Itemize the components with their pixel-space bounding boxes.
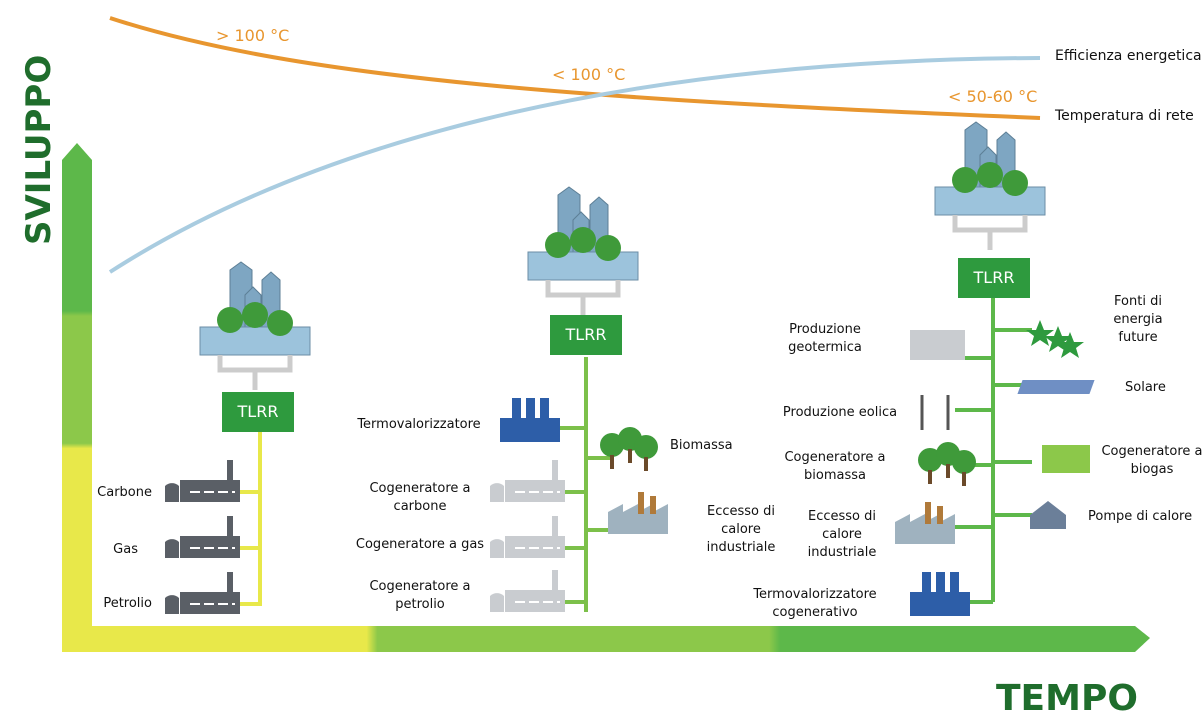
source-label: Petrolio xyxy=(80,595,152,613)
houses xyxy=(935,187,1045,215)
tree xyxy=(545,232,571,258)
hub: TLRR xyxy=(958,258,1030,298)
chimney xyxy=(552,570,558,592)
x-axis-arrow xyxy=(62,626,1150,652)
solar xyxy=(1017,380,1094,394)
chimney xyxy=(227,516,233,538)
tree xyxy=(1002,170,1028,196)
tree xyxy=(634,435,658,459)
chimney xyxy=(937,506,943,524)
tree xyxy=(595,235,621,261)
houses xyxy=(200,327,310,355)
chimney xyxy=(512,398,521,420)
curve-label: Efficienza energetica xyxy=(1055,47,1202,65)
tree xyxy=(570,227,596,253)
incinerator xyxy=(500,418,560,442)
tank xyxy=(490,483,504,502)
biogas xyxy=(1042,445,1090,473)
tank xyxy=(165,539,179,558)
chimney xyxy=(925,502,931,524)
tree xyxy=(267,310,293,336)
hub: TLRR xyxy=(550,315,622,355)
source-label: Carbone xyxy=(80,484,152,502)
y-axis-arrow xyxy=(62,143,92,652)
tree xyxy=(977,162,1003,188)
source-label: Termovalorizzatore xyxy=(352,416,486,434)
pipes xyxy=(220,355,290,390)
source-label: Cogeneratore a gas xyxy=(352,536,488,554)
source-label: Cogeneratore a biogas xyxy=(1100,443,1204,479)
chimney xyxy=(922,572,931,594)
source-label: Cogeneratore a carbone xyxy=(360,480,480,516)
tank xyxy=(490,539,504,558)
temperature-label: < 100 °C xyxy=(552,65,625,84)
chimney xyxy=(227,460,233,482)
trunk xyxy=(628,449,632,463)
temperature-label: > 100 °C xyxy=(216,26,289,45)
tree xyxy=(242,302,268,328)
tree xyxy=(217,307,243,333)
star xyxy=(1026,320,1054,346)
trunk xyxy=(928,470,932,484)
chimney xyxy=(552,460,558,482)
chimney xyxy=(526,398,535,420)
x-axis-label: TEMPO xyxy=(996,678,1138,720)
source-label: Eccesso di calore industriale xyxy=(800,508,884,562)
source-label: Cogeneratore a petrolio xyxy=(360,578,480,614)
source-label: Fonti di energia future xyxy=(1105,293,1171,347)
trunk xyxy=(962,472,966,486)
tank xyxy=(490,593,504,612)
y-axis-label: SVILUPPO xyxy=(19,75,59,245)
pipes xyxy=(548,280,618,315)
source-label: Cogeneratore a biomassa xyxy=(775,449,895,485)
tree xyxy=(952,450,976,474)
trunk xyxy=(644,457,648,471)
tank xyxy=(165,483,179,502)
incinerator xyxy=(910,592,970,616)
source-label: Pompe di calore xyxy=(1088,508,1192,526)
tank xyxy=(165,595,179,614)
geothermal xyxy=(910,330,965,360)
source-label: Solare xyxy=(1125,379,1166,397)
source-label: Termovalorizzatore cogenerativo xyxy=(745,586,885,622)
chimney xyxy=(227,572,233,594)
pipes xyxy=(955,215,1025,250)
chimney xyxy=(552,516,558,538)
chimney xyxy=(936,572,945,594)
chimney xyxy=(650,496,656,514)
source-label: Eccesso di calore industriale xyxy=(696,503,786,557)
houses xyxy=(528,252,638,280)
trunk xyxy=(946,464,950,478)
hub: TLRR xyxy=(222,392,294,432)
source-label: Produzione eolica xyxy=(768,404,912,422)
chimney xyxy=(638,492,644,514)
chimney xyxy=(950,572,959,594)
trunk xyxy=(610,455,614,469)
curve-label: Temperatura di rete xyxy=(1055,107,1194,125)
tree xyxy=(952,167,978,193)
source-label: Produzione geotermica xyxy=(775,321,875,357)
temperature-label: < 50-60 °C xyxy=(948,87,1037,106)
diagram-graphics xyxy=(0,0,1204,720)
source-label: Biomassa xyxy=(670,437,733,455)
diagram: SVILUPPO TEMPO Efficienza energetica Tem… xyxy=(0,0,1204,720)
chimney xyxy=(540,398,549,420)
source-label: Gas xyxy=(80,541,138,559)
heat-pump xyxy=(1030,501,1066,529)
